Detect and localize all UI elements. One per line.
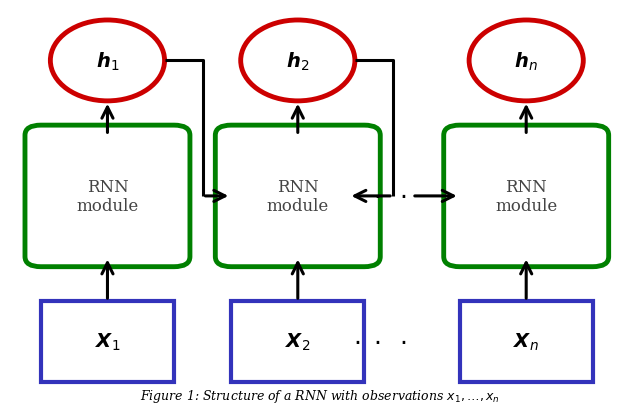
Text: $\boldsymbol{h}_n$: $\boldsymbol{h}_n$ [515, 50, 538, 72]
Text: $\boldsymbol{X}_1$: $\boldsymbol{X}_1$ [95, 331, 120, 352]
Text: RNN
module: RNN module [495, 178, 557, 215]
Text: $\cdot\ \cdot\ \cdot$: $\cdot\ \cdot\ \cdot$ [353, 330, 407, 353]
FancyBboxPatch shape [215, 126, 380, 267]
Text: $\boldsymbol{X}_n$: $\boldsymbol{X}_n$ [513, 331, 539, 352]
Text: $\boldsymbol{h}_1$: $\boldsymbol{h}_1$ [96, 50, 119, 72]
Ellipse shape [241, 21, 355, 101]
FancyBboxPatch shape [41, 301, 174, 382]
Text: RNN
module: RNN module [267, 178, 329, 215]
FancyBboxPatch shape [25, 126, 190, 267]
FancyBboxPatch shape [460, 301, 593, 382]
Ellipse shape [51, 21, 164, 101]
Text: $\boldsymbol{h}_2$: $\boldsymbol{h}_2$ [286, 50, 310, 72]
FancyBboxPatch shape [444, 126, 609, 267]
Text: Figure 1: Structure of a RNN with observations $x_1, \ldots, x_n$: Figure 1: Structure of a RNN with observ… [140, 387, 500, 404]
Ellipse shape [469, 21, 583, 101]
Text: RNN
module: RNN module [76, 178, 139, 215]
FancyBboxPatch shape [231, 301, 364, 382]
Text: $\boldsymbol{X}_2$: $\boldsymbol{X}_2$ [285, 331, 310, 352]
Text: $\cdot\ \cdot\ \cdot$: $\cdot\ \cdot\ \cdot$ [353, 185, 407, 208]
